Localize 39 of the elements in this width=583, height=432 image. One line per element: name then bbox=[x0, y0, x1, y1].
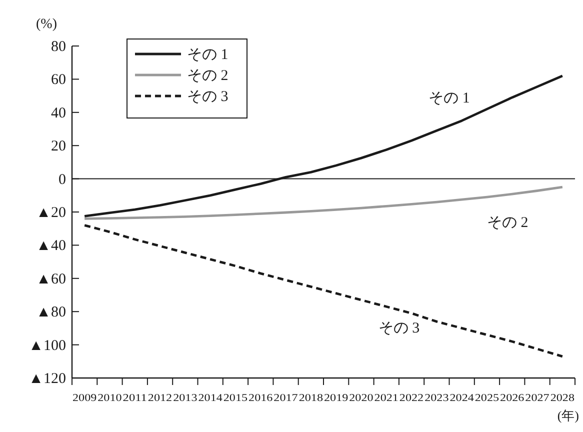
y-tick-label: ▲20 bbox=[36, 205, 66, 221]
annotation: その 1 bbox=[428, 90, 470, 107]
x-tick-label: 2019 bbox=[324, 393, 348, 404]
x-axis-title: (年) bbox=[557, 408, 579, 423]
x-tick-label: 2023 bbox=[424, 393, 449, 404]
x-tick-label: 2014 bbox=[198, 393, 224, 404]
y-tick-label: 20 bbox=[51, 138, 66, 155]
y-tick-label: ▲60 bbox=[36, 271, 66, 288]
x-tick-label: 2027 bbox=[525, 393, 550, 404]
y-axis-title: (%) bbox=[36, 17, 58, 32]
x-tick-label: 2016 bbox=[248, 393, 273, 404]
y-tick-label: ▲100 bbox=[28, 338, 66, 354]
x-tick-label: 2011 bbox=[122, 393, 147, 404]
y-tick-label: ▲80 bbox=[36, 304, 66, 321]
x-tick-label: 2017 bbox=[274, 393, 298, 404]
x-tick-label: 2009 bbox=[72, 393, 97, 404]
annotation: その 3 bbox=[378, 320, 420, 337]
y-tick-label: 60 bbox=[51, 72, 66, 88]
y-tick-label: ▲120 bbox=[28, 371, 66, 387]
legend-label: その 3 bbox=[187, 89, 228, 105]
x-tick-label: 2025 bbox=[474, 393, 500, 404]
annotation: その 2 bbox=[486, 215, 528, 232]
x-tick-label: 2024 bbox=[450, 393, 475, 404]
y-tick-label: ▲40 bbox=[36, 238, 66, 254]
x-tick-label: 2012 bbox=[148, 393, 172, 404]
legend-label: その 1 bbox=[187, 47, 228, 63]
x-tick-label: 2026 bbox=[500, 393, 524, 404]
x-tick-label: 2021 bbox=[374, 393, 398, 404]
x-tick-label: 2028 bbox=[550, 393, 574, 404]
x-tick-label: 2020 bbox=[349, 393, 374, 404]
y-tick-label: 40 bbox=[51, 105, 66, 122]
y-tick-label: 0 bbox=[58, 172, 66, 188]
x-tick-label: 2013 bbox=[173, 393, 198, 404]
x-tick-label: 2018 bbox=[298, 393, 323, 404]
x-tick-label: 2022 bbox=[399, 393, 424, 404]
y-tick-label: 80 bbox=[51, 39, 66, 55]
legend-label: その 2 bbox=[187, 68, 228, 84]
x-tick-label: 2015 bbox=[223, 393, 248, 404]
x-tick-label: 2010 bbox=[98, 393, 122, 404]
